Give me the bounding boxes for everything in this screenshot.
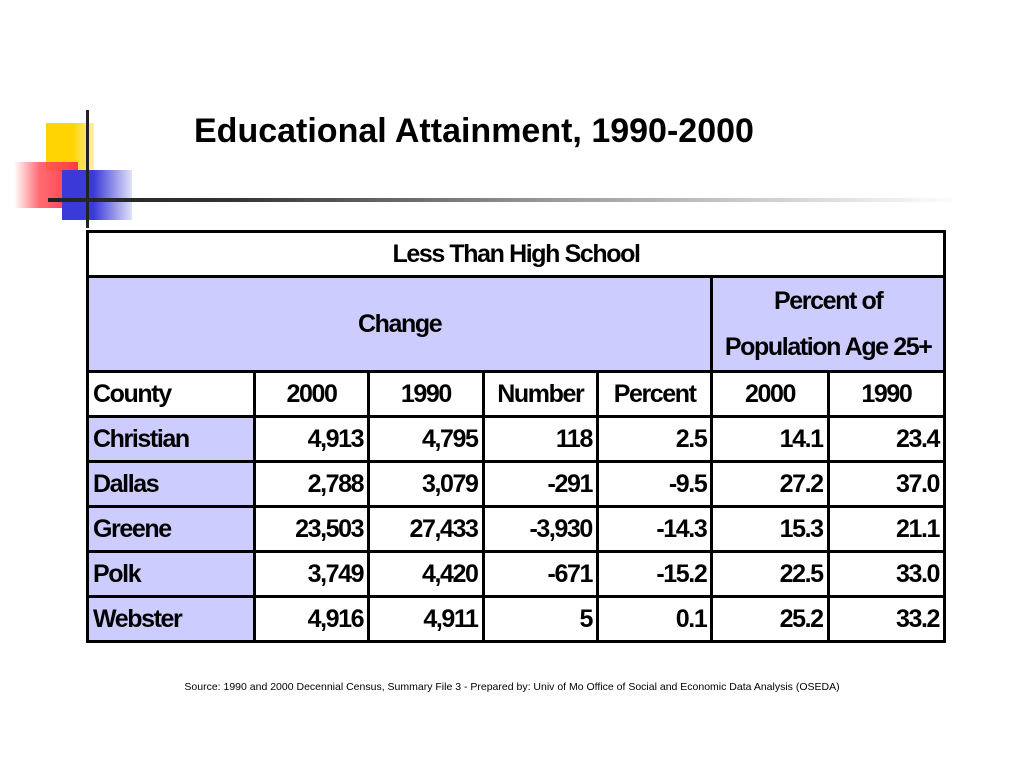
table-cell: -15.2 — [595, 550, 714, 598]
group-percent-line2: Population Age 25+ — [724, 333, 933, 361]
table-cell: -3,930 — [481, 505, 599, 553]
table-row: Webster 4,916 4,911 5 0.1 25.2 33.2 — [86, 595, 947, 643]
table-cell: 4,795 — [367, 415, 485, 463]
table-cell: 3,079 — [367, 460, 485, 508]
table-cell: 4,916 — [252, 595, 371, 643]
table-row: Dallas 2,788 3,079 -291 -9.5 27.2 37.0 — [86, 460, 947, 508]
county-name: Dallas — [86, 460, 256, 508]
decorative-logo — [0, 100, 160, 240]
blue-square-shape — [62, 170, 132, 220]
table-cell: 21.1 — [826, 505, 947, 553]
group-header-row: Change Percent of Population Age 25+ — [85, 275, 946, 373]
table-cell: 4,420 — [367, 550, 485, 598]
county-name: Webster — [86, 595, 256, 643]
table-cell: 23,503 — [252, 505, 371, 553]
attainment-table: Less Than High School Change Percent of … — [85, 230, 947, 643]
table-cell: 2.5 — [595, 415, 714, 463]
table-cell: 3,749 — [252, 550, 371, 598]
table-cell: -9.5 — [595, 460, 714, 508]
table-cell: 5 — [481, 595, 599, 643]
county-name: Greene — [86, 505, 256, 553]
table-cell: 4,911 — [367, 595, 485, 643]
page-title: Educational Attainment, 1990-2000 — [194, 112, 754, 150]
table-cell: 4,913 — [252, 415, 371, 463]
column-header-percent: Percent — [595, 370, 714, 418]
vertical-rule — [86, 110, 89, 228]
column-header-number: Number — [481, 370, 599, 418]
table-cell: 27.2 — [710, 460, 830, 508]
column-header-row: County 2000 1990 Number Percent 2000 199… — [86, 370, 947, 418]
table-cell: 14.1 — [710, 415, 830, 463]
group-percent-header: Percent of Population Age 25+ — [710, 275, 946, 373]
table-cell: -14.3 — [595, 505, 714, 553]
table-cell: 22.5 — [710, 550, 830, 598]
table-row: Polk 3,749 4,420 -671 -15.2 22.5 33.0 — [86, 550, 947, 598]
table-cell: 23.4 — [826, 415, 947, 463]
table-row: Greene 23,503 27,433 -3,930 -14.3 15.3 2… — [86, 505, 947, 553]
county-name: Christian — [86, 415, 256, 463]
source-note: Source: 1990 and 2000 Decennial Census, … — [184, 681, 840, 693]
column-header-2000-count: 2000 — [252, 370, 371, 418]
column-header-1990-pct: 1990 — [826, 370, 947, 418]
column-header-2000-pct: 2000 — [710, 370, 830, 418]
table-cell: 33.2 — [826, 595, 947, 643]
table-cell: 2,788 — [252, 460, 371, 508]
table-row: Christian 4,913 4,795 118 2.5 14.1 23.4 — [86, 415, 947, 463]
table-cell: 0.1 — [595, 595, 714, 643]
table-cell: 33.0 — [826, 550, 947, 598]
table-title: Less Than High School — [86, 230, 946, 278]
table-cell: 15.3 — [710, 505, 830, 553]
title-divider — [48, 198, 960, 202]
table-cell: 27,433 — [367, 505, 485, 553]
group-change-header: Change — [85, 275, 714, 373]
column-header-1990-count: 1990 — [367, 370, 485, 418]
table-cell: -671 — [481, 550, 599, 598]
table-cell: 25.2 — [710, 595, 830, 643]
group-percent-line1: Percent of — [774, 287, 884, 315]
table-cell: -291 — [481, 460, 599, 508]
table-cell: 37.0 — [826, 460, 947, 508]
table-cell: 118 — [481, 415, 599, 463]
table-title-row: Less Than High School — [86, 230, 946, 278]
column-header-county: County — [86, 370, 256, 418]
county-name: Polk — [86, 550, 256, 598]
